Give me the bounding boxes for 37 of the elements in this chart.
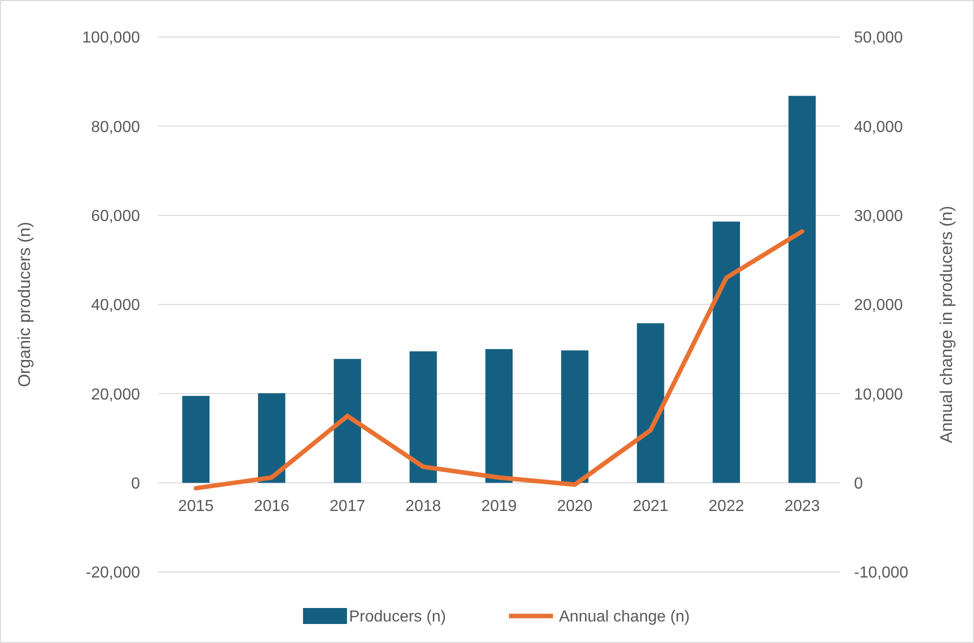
y-tick-label: 0 xyxy=(131,475,140,492)
y-tick-label: 100,000 xyxy=(82,30,140,47)
y2-tick-label: 0 xyxy=(854,475,863,492)
bar xyxy=(712,222,740,483)
y2-tick-label: 20,000 xyxy=(854,297,904,314)
x-tick-label: 2016 xyxy=(254,498,290,515)
x-tick-label: 2015 xyxy=(178,498,214,515)
y-tick-label: 80,000 xyxy=(91,118,140,136)
y2-axis-title: Annual change in producers (n) xyxy=(937,206,956,444)
y-tick-label: 20,000 xyxy=(91,386,140,404)
bar xyxy=(788,96,816,483)
bar xyxy=(636,323,664,483)
legend-label: Annual change (n) xyxy=(559,608,690,626)
bar xyxy=(258,393,286,483)
y2-tick-label: -10,000 xyxy=(854,564,908,582)
x-tick-label: 2023 xyxy=(784,498,820,515)
y2-tick-label: 50,000 xyxy=(854,30,904,47)
bar xyxy=(485,349,513,483)
y2-tick-label: 40,000 xyxy=(854,118,904,136)
x-tick-label: 2021 xyxy=(632,498,668,515)
y-tick-label: 60,000 xyxy=(91,208,140,225)
y2-tick-label: 10,000 xyxy=(854,386,904,404)
x-tick-label: 2022 xyxy=(708,498,744,515)
x-tick-label: 2017 xyxy=(330,498,366,515)
legend-label: Producers (n) xyxy=(349,608,446,626)
y-tick-label: -20,000 xyxy=(86,564,140,582)
bar xyxy=(561,350,588,483)
y-tick-label: 40,000 xyxy=(91,297,140,314)
x-tick-label: 2018 xyxy=(405,498,442,515)
x-tick-label: 2020 xyxy=(556,498,593,515)
bar xyxy=(334,358,362,483)
y2-tick-label: 30,000 xyxy=(854,208,904,225)
x-tick-label: 2019 xyxy=(481,498,517,515)
bar xyxy=(410,351,437,483)
bar xyxy=(182,396,210,483)
y-axis-title: Organic producers (n) xyxy=(15,222,34,388)
line-series xyxy=(194,229,804,490)
